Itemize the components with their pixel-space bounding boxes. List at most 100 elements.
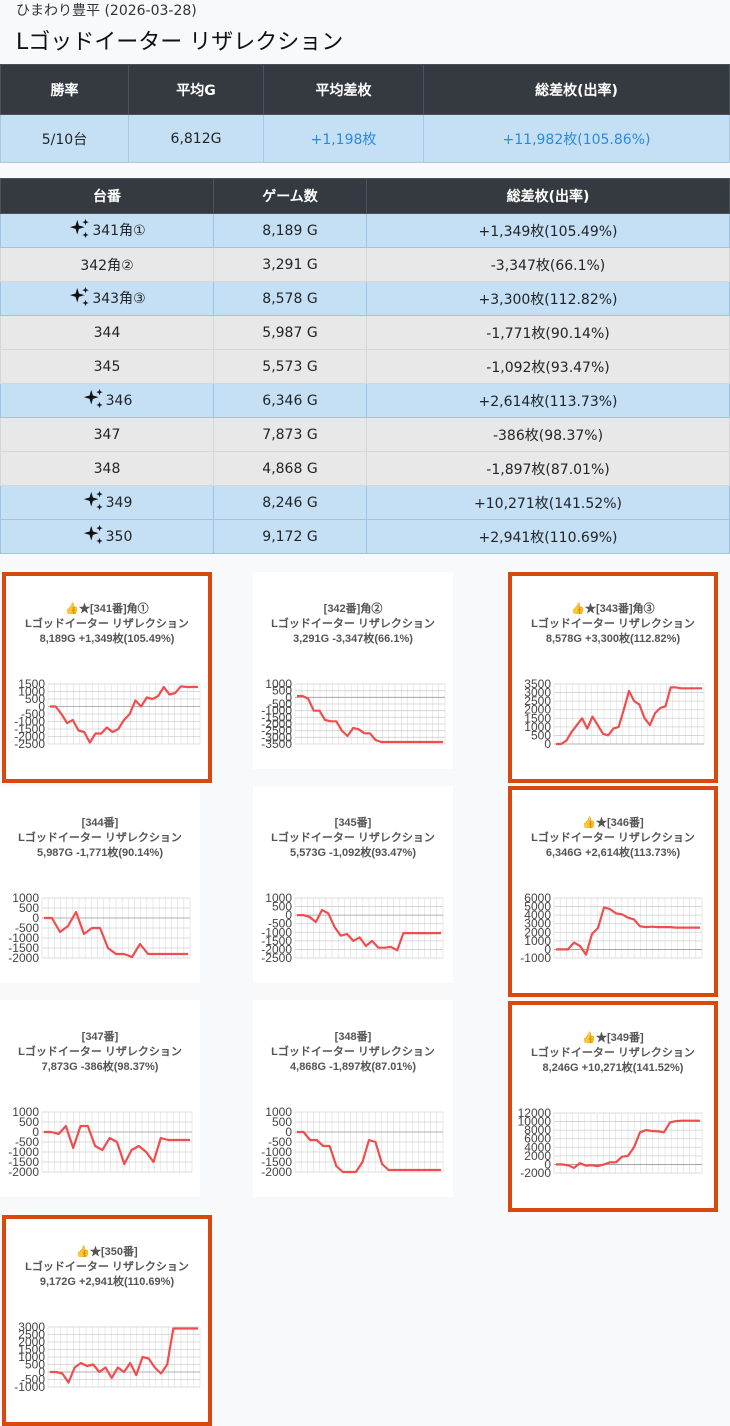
chart-title-line: 6,346G +2,614枚(113.73%) xyxy=(545,847,681,859)
chart-panel: 👍★[350番] Lゴッドイーター リザレクション 9,172G +2,941枚(1… xyxy=(2,1215,212,1426)
chart-title-line: Lゴッドイーター リザレクション xyxy=(18,1046,182,1058)
y-tick-label: 0 xyxy=(32,1125,39,1139)
y-tick-label: 500 xyxy=(19,1115,39,1129)
games-cell: 6,346 G xyxy=(213,383,367,418)
y-tick-label: -3500 xyxy=(261,737,292,751)
chart-title: 👍★[346番] Lゴッドイーター リザレクション 6,346G +2,614枚(1… xyxy=(512,816,714,861)
y-tick-label: -1500 xyxy=(261,934,292,948)
diff-cell: -1,897枚(87.01%) xyxy=(366,451,730,486)
machine-number: 341角① xyxy=(92,222,146,239)
machines-table: 台番 ゲーム数 総差枚(出率) 341角① 8,189 G +1,349枚(105.… xyxy=(0,178,730,554)
y-tick-label: -500 xyxy=(15,921,39,935)
y-tick-label: 0 xyxy=(544,1157,551,1171)
y-tick-label: 3000 xyxy=(18,1321,45,1334)
y-tick-label: 0 xyxy=(544,942,551,956)
chart-title-line: 👍★[343番]角③ xyxy=(571,603,655,615)
chart-panel: [344番] Lゴッドイーター リザレクション 5,987G -1,771枚(90.… xyxy=(0,786,200,983)
machine-number: 350 xyxy=(105,528,133,545)
value-avg-games: 6,812G xyxy=(128,114,264,163)
y-tick-label: -500 xyxy=(268,1135,292,1149)
series-line xyxy=(297,694,443,744)
y-tick-label: 1000 xyxy=(12,892,39,905)
games-cell: 3,291 G xyxy=(213,247,367,282)
y-tick-label: 500 xyxy=(272,1115,292,1129)
y-tick-label: 2000 xyxy=(18,1335,45,1349)
table-row: 348 4,868 G -1,897枚(87.01%) xyxy=(0,451,730,486)
series-line xyxy=(50,1327,198,1384)
chart-panel: [345番] Lゴッドイーター リザレクション 5,573G -1,092枚(93.… xyxy=(253,786,453,983)
y-tick-label: 2000 xyxy=(524,703,551,717)
machine-number: 346 xyxy=(105,392,133,409)
chart-title: 👍★[341番]角① Lゴッドイーター リザレクション 8,189G +1,349枚… xyxy=(6,602,208,647)
table-row: 349 8,246 G +10,271枚(141.52%) xyxy=(0,485,730,520)
chart-title-line: Lゴッドイーター リザレクション xyxy=(271,618,435,630)
machine-number: 342角② xyxy=(80,257,134,274)
y-tick-label: -2500 xyxy=(261,951,292,965)
series-line xyxy=(297,1130,441,1174)
machine-cell: 346 xyxy=(0,383,214,418)
y-tick-label: 500 xyxy=(25,1358,45,1372)
value-avg-diff: +1,198枚 xyxy=(263,114,424,163)
machine-cell: 348 xyxy=(0,451,214,486)
games-cell: 8,246 G xyxy=(213,485,367,520)
header-win-rate: 勝率 xyxy=(0,64,129,115)
y-tick-label: -1000 xyxy=(14,715,45,729)
y-tick-label: 1500 xyxy=(18,1343,45,1357)
chart-panel: 👍★[349番] Lゴッドイーター リザレクション 8,246G +10,271枚(… xyxy=(508,1001,718,1212)
series-line xyxy=(297,908,441,952)
machine-number: 349 xyxy=(105,494,133,511)
y-tick-label: -2000 xyxy=(14,730,45,744)
y-tick-label: 2500 xyxy=(18,1328,45,1342)
y-tick-label: 1000 xyxy=(18,685,45,699)
chart-title: [347番] Lゴッドイーター リザレクション 7,873G -386枚(98.37… xyxy=(0,1030,200,1075)
table-row: 350 9,172 G +2,941枚(110.69%) xyxy=(0,519,730,554)
chart-title-line: Lゴッドイーター リザレクション xyxy=(25,1261,189,1273)
games-cell: 5,987 G xyxy=(213,315,367,350)
table-row: 341角① 8,189 G +1,349枚(105.49%) xyxy=(0,213,730,248)
chart-title-line: 5,573G -1,092枚(93.47%) xyxy=(290,847,416,859)
y-tick-label: 500 xyxy=(272,900,292,914)
chart-title-line: 4,868G -1,897枚(87.01%) xyxy=(290,1061,416,1073)
y-tick-label: -3000 xyxy=(261,730,292,744)
sparkle-icon xyxy=(68,218,92,244)
y-tick-label: 1000 xyxy=(265,678,292,691)
chart-panel: 👍★[343番]角③ Lゴッドイーター リザレクション 8,578G +3,300枚… xyxy=(508,572,718,783)
chart-title-line: [348番] xyxy=(334,1031,372,1043)
y-tick-label: 0 xyxy=(285,1125,292,1139)
chart-title-line: [345番] xyxy=(334,817,372,829)
y-tick-label: 0 xyxy=(285,690,292,704)
chart-title-line: 9,172G +2,941枚(110.69%) xyxy=(39,1276,175,1288)
chart-title: [344番] Lゴッドイーター リザレクション 5,987G -1,771枚(90.… xyxy=(0,816,200,861)
sparkle-icon xyxy=(68,286,92,312)
y-tick-label: 0 xyxy=(285,908,292,922)
machine-number: 344 xyxy=(93,324,121,341)
y-tick-label: 0 xyxy=(32,911,39,925)
chart-title-line: Lゴッドイーター リザレクション xyxy=(271,832,435,844)
y-tick-label: 6000 xyxy=(524,892,551,905)
header-total-diff: 総差枚(出率) xyxy=(423,64,730,115)
y-tick-label: -1000 xyxy=(261,925,292,939)
sparkle-icon xyxy=(82,524,106,550)
value-win-rate: 5/10台 xyxy=(0,114,129,163)
machine-number: 345 xyxy=(93,358,121,375)
table-row: 345 5,573 G -1,092枚(93.47%) xyxy=(0,349,730,384)
chart-title-line: 8,246G +10,271枚(141.52%) xyxy=(542,1062,684,1074)
machine-cell: 342角② xyxy=(0,247,214,282)
series-line xyxy=(44,910,188,959)
value-total-diff: +11,982枚(105.86%) xyxy=(423,114,730,163)
chart-title-line: Lゴッドイーター リザレクション xyxy=(18,832,182,844)
games-cell: 4,868 G xyxy=(213,451,367,486)
machines-header-row: 台番 ゲーム数 総差枚(出率) xyxy=(0,178,730,214)
chart-title-line: 5,987G -1,771枚(90.14%) xyxy=(37,847,163,859)
y-tick-label: -500 xyxy=(268,697,292,711)
y-tick-label: 500 xyxy=(531,728,551,742)
machine-number: 348 xyxy=(93,460,121,477)
y-tick-label: 1000 xyxy=(524,934,551,948)
chart-title-line: 👍★[350番] xyxy=(76,1246,138,1258)
y-tick-label: -1500 xyxy=(8,1155,39,1169)
y-tick-label: -2500 xyxy=(14,737,45,751)
